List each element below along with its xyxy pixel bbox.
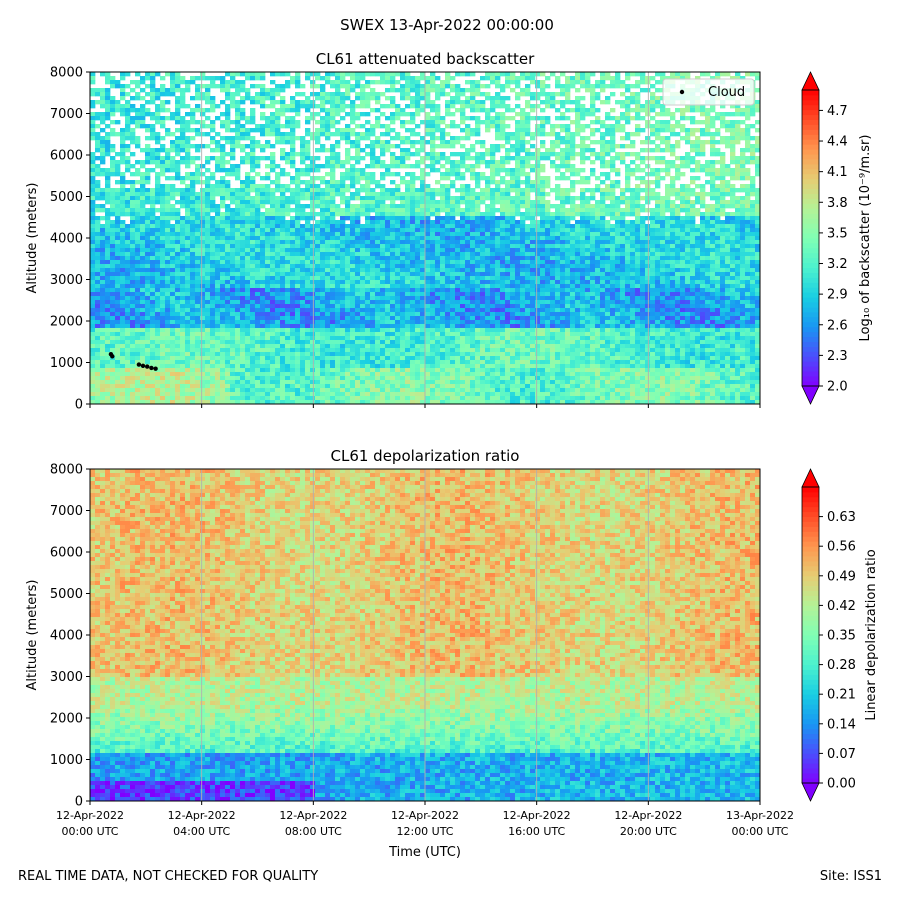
y-tick-label: 7000 (50, 107, 83, 122)
cloud-point (145, 364, 150, 369)
colorbar-tick-label: 0.21 (827, 688, 856, 703)
y-tick-label: 2000 (50, 712, 83, 727)
colorbar-tick-label: 2.6 (827, 318, 848, 333)
backscatter-y-ticks: 0 1000 2000 3000 4000 5000 6000 7000 8000 (50, 66, 90, 413)
depolarization-y-ticks: 0 1000 2000 3000 4000 5000 6000 7000 8000 (50, 463, 90, 810)
colorbar-tick-label: 4.4 (827, 135, 848, 150)
colorbar-extend-min (801, 385, 820, 405)
x-tick-date: 12-Apr-2022 (168, 809, 236, 822)
colorbar-tick-label: 0.14 (827, 717, 856, 732)
legend-cloud-label: Cloud (708, 85, 745, 100)
colorbar-tick-label: 0.28 (827, 658, 856, 673)
colorbar-tick-label: 0.07 (827, 747, 856, 762)
y-tick-label: 8000 (50, 463, 83, 478)
y-tick-label: 2000 (50, 315, 83, 330)
colorbar-tick-label: 3.2 (827, 257, 848, 272)
depolarization-colorbar-label: Linear depolarization ratio (864, 549, 879, 720)
cloud-point (153, 366, 158, 371)
colorbar-tick-label: 0.49 (827, 569, 856, 584)
colorbar-tick-label: 0.42 (827, 599, 856, 614)
cloud-point (110, 354, 115, 359)
cloud-point (149, 365, 154, 371)
x-tick-time: 20:00 UTC (620, 825, 677, 838)
x-tick-time: 16:00 UTC (508, 825, 565, 838)
x-tick-date: 13-Apr-2022 (726, 809, 794, 822)
colorbar-tick-label: 0.35 (827, 629, 856, 644)
legend: Cloud (662, 78, 755, 106)
y-tick-label: 6000 (50, 546, 83, 561)
depolarization-panel: CL61 depolarization ratio 0 1000 2000 3000 4… (25, 447, 879, 860)
colorbar-tick-label: 2.0 (827, 380, 848, 395)
x-tick-date: 12-Apr-2022 (614, 809, 682, 822)
backscatter-ylabel: Altitude (meters) (25, 183, 40, 294)
cloud-points (108, 352, 158, 371)
site-label: Site: ISS1 (820, 869, 882, 884)
depolarization-x-ticks: 12-Apr-2022 00:00 UTC 12-Apr-2022 04:00 UTC… (56, 801, 794, 838)
y-tick-label: 4000 (50, 629, 83, 644)
cloud-point (136, 362, 142, 367)
x-tick-time: 04:00 UTC (173, 825, 230, 838)
figure-suptitle: SWEX 13-Apr-2022 00:00:00 (340, 16, 554, 34)
depolarization-xlabel: Time (UTC) (388, 845, 461, 860)
colorbar-extend-max (801, 71, 820, 91)
colorbar-extend-min (801, 782, 820, 802)
colorbar-tick-label: 4.1 (827, 165, 848, 180)
y-tick-label: 5000 (50, 587, 83, 602)
colorbar-tick-label: 0.63 (827, 510, 856, 525)
depolarization-colorbar: 0.00 0.07 0.14 0.21 0.28 0.35 0.42 0.49 0.56 0.63… (801, 468, 879, 802)
x-tick-date: 12-Apr-2022 (391, 809, 459, 822)
quality-notice: REAL TIME DATA, NOT CHECKED FOR QUALITY (18, 869, 318, 884)
legend-box (662, 78, 755, 106)
colorbar-tick-label: 3.5 (827, 226, 848, 241)
y-tick-label: 4000 (50, 232, 83, 247)
backscatter-panel: CL61 attenuated backscatter 0 1000 2000 300… (25, 50, 873, 413)
legend-cloud-marker (679, 89, 685, 95)
x-tick-date: 12-Apr-2022 (279, 809, 347, 822)
colorbar-tick-label: 2.9 (827, 288, 848, 303)
y-tick-label: 6000 (50, 149, 83, 164)
depolarization-heatmap (90, 469, 761, 802)
x-tick-time: 00:00 UTC (61, 825, 118, 838)
y-tick-label: 3000 (50, 273, 83, 288)
colorbar-tick-label: 0.56 (827, 540, 856, 555)
backscatter-x-ticks (89, 404, 761, 408)
cloud-point (140, 363, 146, 368)
y-tick-label: 5000 (50, 190, 83, 205)
colorbar-tick-label: 3.8 (827, 196, 848, 211)
depolarization-ylabel: Altitude (meters) (25, 580, 40, 691)
y-tick-label: 8000 (50, 66, 83, 81)
y-tick-label: 3000 (50, 670, 83, 685)
y-tick-label: 0 (75, 795, 83, 810)
y-tick-label: 1000 (50, 356, 83, 371)
backscatter-heatmap (90, 72, 761, 405)
y-tick-label: 7000 (50, 504, 83, 519)
y-tick-label: 1000 (50, 753, 83, 768)
x-tick-time: 12:00 UTC (396, 825, 453, 838)
x-tick-date: 12-Apr-2022 (56, 809, 124, 822)
backscatter-colorbar-label: Log₁₀ of backscatter (10⁻⁹/m.sr) (858, 135, 873, 342)
x-tick-time: 08:00 UTC (285, 825, 342, 838)
backscatter-title: CL61 attenuated backscatter (316, 50, 535, 68)
colorbar-tick-label: 4.7 (827, 104, 848, 119)
depolarization-title: CL61 depolarization ratio (331, 447, 520, 465)
colorbar-extend-max (801, 468, 820, 488)
colorbar-tick-label: 0.00 (827, 777, 856, 792)
x-tick-time: 00:00 UTC (731, 825, 788, 838)
x-tick-date: 12-Apr-2022 (503, 809, 571, 822)
backscatter-colorbar: 2.0 2.3 2.6 2.9 3.2 3.5 3.8 4.1 4.4 4.7 Log₁₀ of … (801, 71, 873, 405)
y-tick-label: 0 (75, 398, 83, 413)
colorbar-tick-label: 2.3 (827, 349, 848, 364)
